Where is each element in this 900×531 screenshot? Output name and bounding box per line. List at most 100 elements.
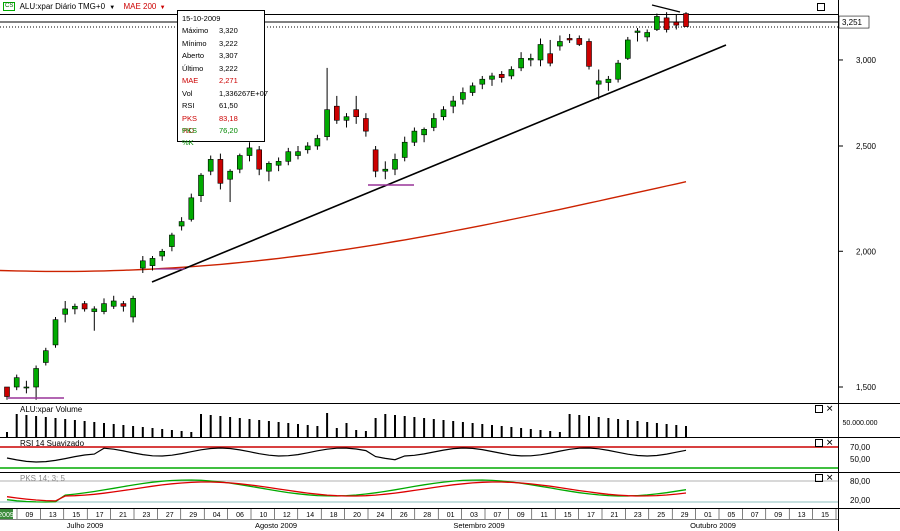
volume-bar (646, 422, 649, 437)
volume-bar (248, 419, 251, 437)
volume-bar (558, 432, 561, 437)
volume-bar (112, 424, 115, 437)
candle-body (557, 41, 563, 47)
candle-body (178, 221, 185, 227)
info-box: 15-10-2009 Máximo 3,320 Mínimo 3,222 Aberto 3… (177, 10, 268, 147)
candle-body (120, 303, 127, 307)
volume-bar (500, 426, 503, 437)
x-tick-label: 28 (423, 512, 431, 519)
x-tick-label: 06 (236, 512, 244, 519)
study-label[interactable]: MAE 200 (123, 2, 157, 11)
candles[interactable] (4, 12, 689, 400)
info-label: Mínimo (182, 38, 207, 48)
candle-body (169, 234, 175, 247)
info-date: 15-10-2009 (182, 14, 221, 23)
volume-bar (83, 421, 86, 437)
info-value: 3,222 (219, 38, 238, 48)
volume-bar (617, 419, 620, 437)
volume-bar (277, 422, 280, 437)
volume-bar (54, 418, 57, 437)
volume-bar (510, 427, 513, 437)
volume-bar (364, 431, 367, 437)
candle-body (256, 149, 263, 170)
info-label: Máximo (182, 26, 209, 35)
chart-title[interactable]: ALU:xpar Diário TMG+0 (19, 2, 106, 11)
candle-body (217, 159, 224, 184)
volume-bar (229, 417, 232, 437)
candle-body (683, 13, 689, 27)
x-tick-label: 17 (96, 512, 104, 519)
candle-body (81, 303, 88, 310)
volume-bar (170, 430, 173, 437)
rsi-panel-title: RSI 14 Suavizado (20, 439, 85, 448)
volume-bar (316, 426, 319, 437)
volume-bar (403, 416, 406, 437)
x-tick-label: 01 (704, 512, 712, 519)
candle-body (421, 129, 427, 136)
year-marker (0, 509, 13, 519)
candle-body (130, 298, 136, 318)
chevron-down-icon[interactable]: ▼ (109, 5, 116, 11)
candle-body (372, 149, 379, 172)
info-value: 3,222 (219, 63, 238, 73)
info-value: 76,20 (219, 126, 238, 135)
chevron-down-icon[interactable]: ▼ (159, 5, 166, 11)
volume-bar (122, 425, 125, 437)
volume-bar (287, 423, 290, 437)
candle-body (547, 53, 554, 64)
volume-bar (626, 420, 629, 437)
volume-bar (549, 431, 552, 437)
volume-bar (219, 416, 222, 437)
candle-body (72, 305, 78, 310)
candle-body (237, 155, 243, 170)
x-tick-label: 24 (377, 512, 385, 519)
candle-body (508, 69, 515, 77)
candle-body (91, 308, 98, 312)
volume-bar (529, 429, 532, 437)
y-tick-label: 2,000 (856, 247, 877, 256)
volume-bar (423, 418, 426, 437)
info-label: PKS %K (182, 126, 198, 147)
candle-body (227, 170, 233, 180)
candle-body (498, 74, 505, 78)
candle-body (469, 85, 476, 93)
symbol-tag[interactable]: CS (3, 2, 16, 12)
maximize-icon[interactable] (817, 3, 825, 13)
month-label: Outubro 2009 (690, 521, 736, 530)
volume-bar (151, 428, 154, 437)
volume-bar (597, 417, 600, 437)
candle-body (673, 21, 680, 26)
candle-body (518, 58, 524, 69)
volume-bar (25, 415, 28, 437)
annotations[interactable] (8, 4, 727, 399)
volume-bar (306, 425, 309, 437)
rsi-panel-controls[interactable]: ✕ (815, 439, 833, 449)
volume-panel-controls[interactable]: ✕ (815, 405, 833, 415)
info-label: PKS %D (182, 113, 198, 135)
candle-body (605, 78, 612, 83)
candle-body (586, 41, 592, 67)
volume-panel-title: ALU:xpar Volume (20, 405, 83, 414)
candle-body (392, 159, 398, 170)
info-label: Vol (182, 88, 193, 98)
pks-panel-controls[interactable]: ✕ (815, 474, 833, 484)
info-value: 2,271 (219, 76, 238, 85)
month-label: Agosto 2009 (255, 521, 297, 530)
candle-body (353, 109, 360, 118)
candle-body (489, 75, 495, 80)
pks-panel-title: PKS 14; 3; 5 (20, 474, 65, 483)
last-price-box (838, 15, 870, 29)
x-tick-label: 10 (260, 512, 268, 519)
volume-bar (44, 417, 47, 437)
volume-panel: 50.000.000 (6, 413, 878, 437)
volume-bar (355, 430, 358, 437)
trendline-top (651, 4, 681, 13)
info-value: 61,50 (219, 101, 238, 110)
volume-bar (636, 421, 639, 437)
candle-body (149, 258, 156, 266)
candle-body (295, 151, 301, 156)
candle-body (324, 109, 330, 137)
